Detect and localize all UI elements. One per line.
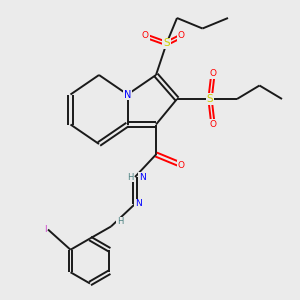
Text: N: N (135, 200, 141, 208)
Text: O: O (209, 69, 217, 78)
Text: S: S (163, 38, 170, 49)
Text: N: N (139, 172, 146, 182)
Text: S: S (207, 94, 213, 104)
Text: O: O (209, 120, 217, 129)
Text: H: H (127, 172, 134, 182)
Text: O: O (178, 32, 185, 40)
Text: O: O (142, 32, 149, 40)
Text: O: O (178, 160, 185, 169)
Text: N: N (124, 89, 131, 100)
Text: I: I (44, 225, 46, 234)
Text: H: H (117, 218, 123, 226)
